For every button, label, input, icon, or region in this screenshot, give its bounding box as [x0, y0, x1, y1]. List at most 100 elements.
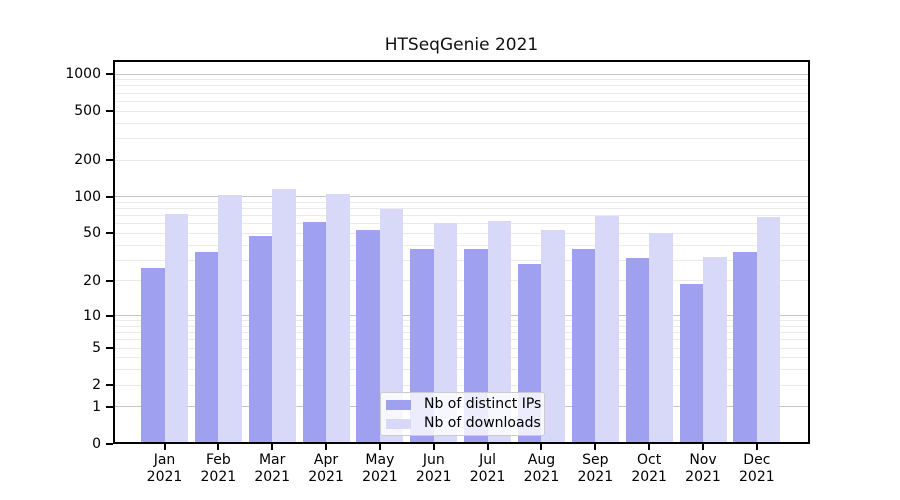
y-tick-label-5: 5 — [92, 340, 101, 357]
y-tick-10 — [106, 314, 113, 317]
legend-entry-downloads: Nb of downloads — [386, 414, 544, 433]
bar-distinct-ips-sep — [571, 249, 596, 444]
bar-distinct-ips-apr — [302, 222, 327, 444]
x-axis-line — [113, 442, 810, 444]
gridline-800 — [113, 85, 810, 87]
gridline-100 — [113, 196, 810, 198]
gridline-9 — [113, 320, 810, 322]
x-tick-label-nov: Nov 2021 — [685, 452, 721, 485]
bars-layer — [113, 60, 810, 444]
x-tick-oct — [648, 444, 651, 450]
bar-distinct-ips-oct — [625, 258, 650, 444]
plot-border-right — [808, 60, 810, 444]
gridline-10 — [113, 315, 810, 317]
plot-border-left — [113, 60, 115, 444]
plot-border-top — [113, 60, 810, 62]
gridline-300 — [113, 137, 810, 139]
bar-downloads-may — [379, 208, 404, 444]
bar-distinct-ips-dec — [733, 252, 757, 444]
gridline-2 — [113, 384, 810, 386]
gridline-900 — [113, 79, 810, 81]
y-tick-label-20: 20 — [83, 272, 101, 289]
x-tick-jul — [486, 444, 489, 450]
legend: Nb of distinct IPs Nb of downloads — [380, 392, 545, 436]
y-tick-label-200: 200 — [74, 152, 101, 169]
bar-distinct-ips-nov — [679, 283, 703, 444]
y-tick-1 — [106, 405, 113, 408]
x-tick-jun — [432, 444, 435, 450]
legend-swatch-downloads — [386, 418, 411, 429]
chart-title: HTSeqGenie 2021 — [384, 35, 539, 55]
bar-downloads-apr — [326, 193, 350, 444]
y-tick-label-0: 0 — [92, 436, 101, 452]
y-tick-20 — [106, 279, 113, 282]
gridline-1000 — [113, 73, 810, 75]
x-tick-may — [378, 444, 381, 450]
legend-swatch-distinct-ips — [386, 399, 411, 410]
y-tick-label-1: 1 — [92, 398, 101, 415]
gridline-20 — [113, 280, 810, 282]
y-tick-label-100: 100 — [74, 188, 101, 205]
bar-downloads-feb — [218, 194, 242, 444]
gridline-30 — [113, 259, 810, 261]
bar-downloads-jul — [487, 221, 512, 444]
gridline-600 — [113, 100, 810, 102]
bar-downloads-mar — [272, 189, 296, 444]
grid-layer — [113, 60, 810, 444]
x-tick-apr — [325, 444, 328, 450]
y-tick-label-1000: 1000 — [65, 66, 101, 83]
gridline-80 — [113, 208, 810, 210]
plot-area: Nb of distinct IPs Nb of downloads — [113, 60, 810, 444]
gridline-6 — [113, 339, 810, 341]
gridline-4 — [113, 357, 810, 359]
x-tick-aug — [540, 444, 543, 450]
x-tick-nov — [702, 444, 704, 450]
gridline-90 — [113, 201, 810, 203]
y-tick-500 — [106, 110, 113, 113]
legend-label-downloads: Nb of downloads — [424, 415, 541, 431]
y-tick-100 — [106, 195, 113, 198]
x-tick-feb — [217, 444, 220, 450]
bar-downloads-jun — [433, 222, 458, 444]
bar-distinct-ips-jan — [141, 267, 165, 444]
gridline-70 — [113, 215, 810, 217]
x-tick-label-oct: Oct 2021 — [631, 452, 667, 485]
gridline-5 — [113, 347, 810, 349]
gridline-700 — [113, 92, 810, 94]
bar-downloads-oct — [649, 233, 673, 444]
x-tick-label-jun: Jun 2021 — [415, 452, 452, 485]
x-tick-label-aug: Aug 2021 — [523, 452, 560, 485]
bar-distinct-ips-may — [356, 230, 380, 444]
y-tick-5 — [106, 347, 113, 350]
gridline-50 — [113, 232, 810, 234]
y-tick-200 — [106, 159, 113, 162]
x-tick-sep — [594, 444, 597, 450]
gridline-40 — [113, 244, 810, 246]
gridline-200 — [113, 159, 810, 161]
legend-label-distinct-ips: Nb of distinct IPs — [424, 396, 542, 412]
gridline-400 — [113, 122, 810, 124]
y-tick-label-2: 2 — [92, 377, 101, 394]
bar-downloads-dec — [756, 217, 781, 444]
x-tick-dec — [755, 444, 758, 450]
x-tick-mar — [271, 444, 274, 450]
gridline-500 — [113, 110, 810, 112]
y-tick-50 — [106, 232, 113, 235]
gridline-60 — [113, 223, 810, 225]
y-tick-1000 — [106, 73, 113, 76]
x-tick-label-jan: Jan 2021 — [146, 452, 183, 485]
bar-downloads-nov — [703, 256, 727, 444]
bar-downloads-aug — [541, 230, 565, 444]
x-tick-label-apr: Apr 2021 — [308, 452, 344, 485]
gridline-7 — [113, 332, 810, 334]
bar-distinct-ips-mar — [248, 235, 273, 444]
x-tick-label-mar: Mar 2021 — [254, 452, 290, 485]
x-tick-label-jul: Jul 2021 — [469, 452, 506, 485]
y-tick-label-10: 10 — [83, 307, 101, 324]
gridline-3 — [113, 369, 810, 371]
y-tick-label-500: 500 — [74, 103, 101, 120]
x-tick-label-feb: Feb 2021 — [200, 452, 237, 485]
bar-downloads-jan — [164, 214, 188, 444]
gridline-8 — [113, 325, 810, 327]
